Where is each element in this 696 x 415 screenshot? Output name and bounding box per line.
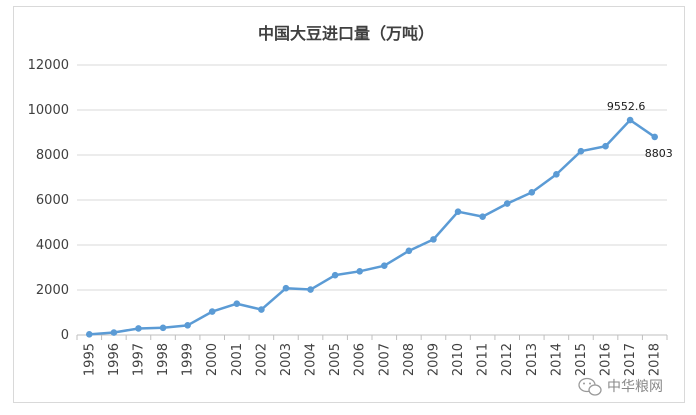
x-tick-label: 2002 — [254, 343, 269, 376]
x-tick-label: 2017 — [623, 343, 638, 376]
x-tick-label: 2014 — [549, 343, 564, 376]
x-tick-label: 2000 — [205, 343, 220, 376]
x-tick-label: 2011 — [476, 343, 491, 376]
data-point — [405, 247, 413, 255]
x-tick-label: 2009 — [426, 343, 441, 376]
x-tick-label: 2018 — [648, 343, 663, 376]
wechat-icon — [578, 377, 602, 396]
x-tick-label: 1998 — [156, 343, 171, 376]
x-tick-label: 1996 — [107, 343, 122, 376]
x-tick-label: 2013 — [525, 343, 540, 376]
series-line — [89, 118, 656, 336]
data-point — [503, 200, 511, 207]
data-point — [85, 331, 93, 338]
data-label: 9552.6 — [607, 100, 646, 113]
x-tick-label: 2015 — [574, 343, 589, 376]
chart-frame: 中国大豆进口量（万吨） 0 2000 4000 6000 8000 10000 12000 1… — [13, 6, 685, 403]
gridlines — [77, 64, 667, 291]
data-point — [208, 308, 216, 315]
x-tick-label: 2010 — [451, 343, 466, 376]
data-point — [380, 262, 388, 269]
x-tick-label: 2003 — [279, 343, 294, 376]
data-label: 8803 — [645, 147, 673, 160]
watermark: 中华粮网 — [578, 377, 663, 396]
x-tick-label: 2007 — [377, 343, 392, 376]
data-point — [282, 284, 290, 292]
x-tick-label: 1995 — [82, 343, 97, 376]
x-tick-label: 2012 — [500, 343, 515, 376]
data-point — [430, 236, 437, 243]
x-tick-label: 2016 — [599, 343, 614, 376]
x-tick-label: 2001 — [230, 343, 245, 376]
x-tick-label: 2008 — [402, 343, 417, 376]
y-tick-label: 10000 — [28, 103, 69, 118]
data-point — [626, 116, 634, 124]
data-point — [651, 133, 659, 141]
axes: 0 2000 4000 6000 8000 10000 12000 1995 1996 1997 1… — [28, 58, 668, 376]
watermark-text: 中华粮网 — [607, 379, 663, 395]
data-point — [553, 171, 560, 178]
data-point — [331, 271, 339, 279]
y-tick-label: 4000 — [36, 238, 69, 253]
data-point — [258, 306, 265, 313]
data-point — [356, 268, 364, 275]
data-point — [184, 322, 191, 329]
data-point — [307, 286, 314, 293]
data-point — [454, 208, 462, 215]
x-tick-label: 1997 — [131, 343, 146, 376]
y-tick-label: 2000 — [36, 283, 69, 298]
data-point — [159, 324, 167, 332]
x-tick-label: 1999 — [181, 343, 196, 376]
y-tick-label: 8000 — [36, 148, 69, 163]
data-point — [479, 213, 486, 220]
x-tick-label: 2004 — [304, 343, 319, 376]
x-tick-label: 2006 — [353, 343, 368, 376]
data-point — [110, 329, 118, 336]
series-layer — [85, 116, 659, 338]
data-point — [233, 300, 241, 308]
x-tick-label: 2005 — [328, 343, 343, 376]
data-point — [135, 325, 142, 332]
line-chart: 中国大豆进口量（万吨） 0 2000 4000 6000 8000 10000 12000 1… — [28, 24, 673, 396]
data-point — [602, 142, 609, 150]
y-tick-label: 6000 — [36, 193, 69, 208]
data-point — [577, 147, 585, 155]
data-labels: 9552.6 8803 — [607, 100, 673, 160]
y-tick-label: 0 — [61, 328, 69, 343]
y-tick-label: 12000 — [28, 58, 69, 73]
chart-title: 中国大豆进口量（万吨） — [258, 24, 434, 43]
data-point — [528, 189, 536, 196]
